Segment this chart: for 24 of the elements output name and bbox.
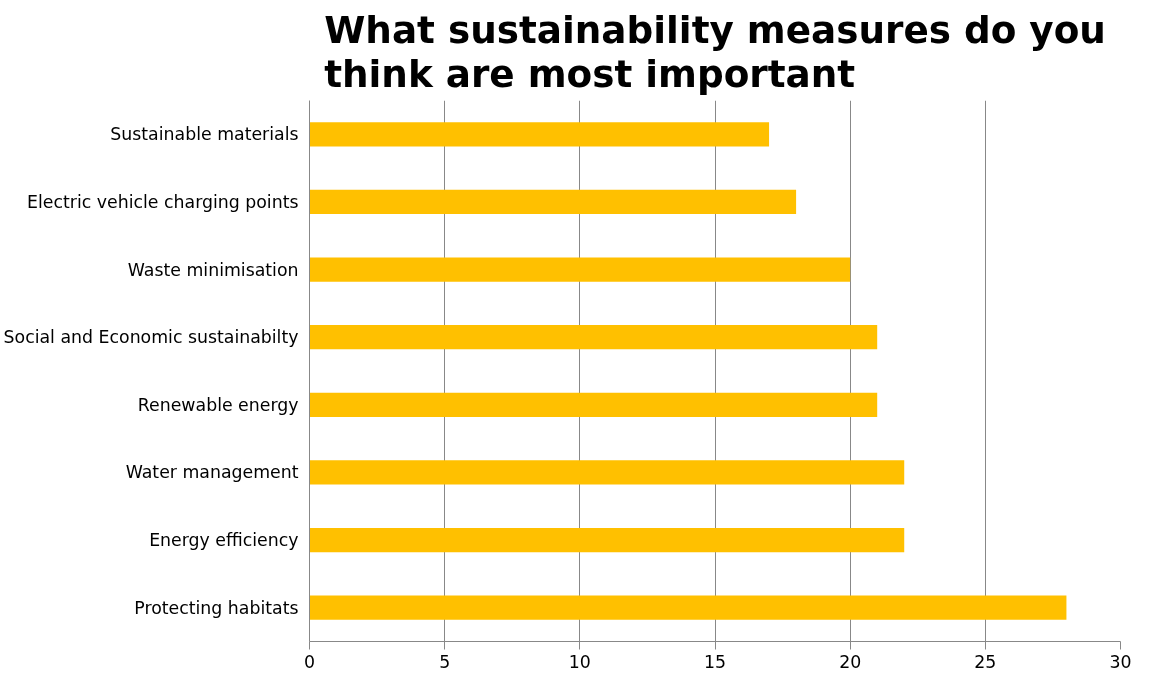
x-tick-label: 0 xyxy=(303,651,316,672)
y-tick-label: Water management xyxy=(125,462,299,483)
x-tick-label: 5 xyxy=(439,651,451,672)
y-tick-label: Electric vehicle charging points xyxy=(27,191,299,212)
x-tick-label: 20 xyxy=(839,651,862,672)
chart-title: What sustainability measures do you think are most important xyxy=(324,7,1106,96)
y-tick-label: Social and Economic sustainabilty xyxy=(3,327,299,348)
bar xyxy=(309,189,797,215)
y-tick-label: Protecting habitats xyxy=(134,597,299,618)
bar xyxy=(309,122,770,147)
bar xyxy=(309,460,905,485)
y-tick-label: Energy efficiency xyxy=(149,530,299,551)
x-tick-label: 30 xyxy=(1109,651,1132,672)
bar xyxy=(309,325,878,350)
bar xyxy=(309,257,851,282)
bar xyxy=(309,595,1067,620)
y-tick-label: Waste minimisation xyxy=(127,259,299,280)
x-tick-label: 15 xyxy=(703,651,727,672)
bar xyxy=(309,527,905,553)
y-tick-label: Renewable energy xyxy=(137,394,299,415)
y-tick-label: Sustainable materials xyxy=(110,124,299,145)
x-tick-label: 10 xyxy=(568,651,591,672)
bar xyxy=(309,392,878,417)
x-tick-label: 25 xyxy=(974,651,997,672)
